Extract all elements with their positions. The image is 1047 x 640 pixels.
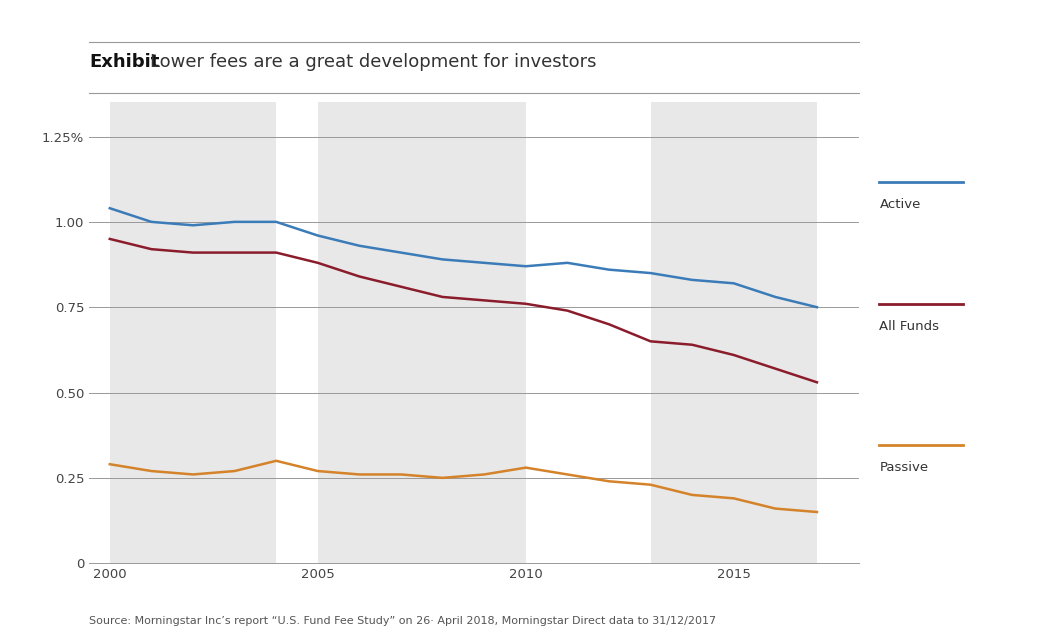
Text: Source: Morningstar Inc’s report “U.S. Fund Fee Study” on 26· April 2018, Mornin: Source: Morningstar Inc’s report “U.S. F… [89,616,716,626]
Bar [650,102,817,563]
Bar [318,102,526,563]
Text: All Funds: All Funds [879,320,939,333]
Text: Exhibit: Exhibit [89,53,159,71]
Text: Active: Active [879,198,921,211]
Text: Lower fees are a great development for investors: Lower fees are a great development for i… [150,53,596,71]
Text: Passive: Passive [879,461,929,474]
Bar [110,102,276,563]
